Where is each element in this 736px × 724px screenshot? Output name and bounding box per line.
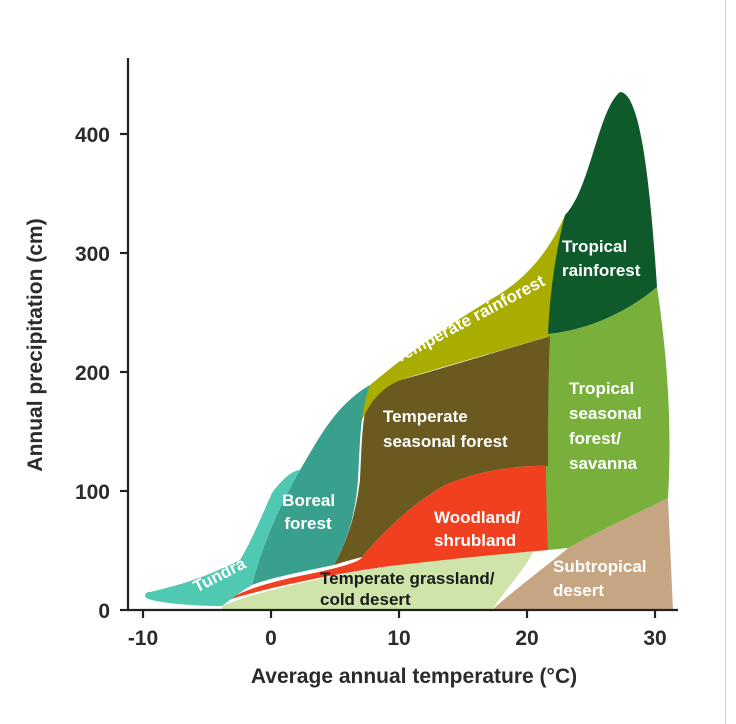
y-tick-label: 300 — [75, 243, 110, 266]
tropical-seasonal-forest-label-line: seasonal — [569, 404, 642, 423]
region-temperate-rainforest — [361, 215, 565, 420]
y-tick-label: 100 — [75, 481, 110, 504]
x-tick-label: 20 — [515, 627, 538, 650]
temperate-seasonal-forest-label-line: seasonal forest — [383, 432, 508, 451]
region-subtropical-desert — [492, 498, 673, 610]
region-boreal-forest — [252, 385, 370, 585]
woodland-shrubland-label-line: Woodland/ — [434, 508, 521, 527]
tropical-rainforest-label: Tropical rainforest — [562, 237, 641, 280]
region-temperate-grassland — [222, 548, 535, 610]
boreal-forest-label: Boreal forest — [282, 491, 340, 533]
temperate-seasonal-forest-label: Temperate seasonal forest — [383, 407, 508, 451]
tropical-seasonal-forest-label-line: forest/ — [569, 429, 621, 448]
woodland-shrubland-label-line: shrubland — [434, 531, 516, 550]
woodland-shrubland-label: Woodland/ shrubland — [434, 508, 525, 550]
subtropical-desert-label-line: Subtropical — [553, 557, 647, 576]
temperate-grassland-label-line: Temperate grassland/ — [320, 569, 495, 588]
tropical-rainforest-label-line: Tropical — [562, 237, 627, 256]
y-tick-label: 200 — [75, 362, 110, 385]
temperate-grassland-label-line: cold desert — [320, 590, 411, 609]
x-tick-label: 0 — [265, 627, 277, 650]
y-tick-label: 400 — [75, 124, 110, 147]
page-border-line — [725, 0, 726, 724]
x-axis-title: Average annual temperature (°C) — [251, 665, 577, 688]
boreal-forest-label-line: forest — [284, 514, 332, 533]
y-tick-label: 0 — [98, 600, 110, 623]
region-tundra — [145, 470, 300, 606]
region-temperate-seasonal-forest — [334, 336, 550, 565]
y-axis-title: Annual precipitation (cm) — [24, 218, 47, 471]
subtropical-desert-label-line: desert — [553, 581, 604, 600]
x-tick-label: 30 — [643, 627, 666, 650]
region-tropical-rainforest — [548, 92, 657, 334]
boreal-forest-label-line: Boreal — [282, 491, 335, 510]
region-woodland-shrubland — [228, 465, 548, 600]
tropical-rainforest-label-line: rainforest — [562, 261, 641, 280]
region-tropical-seasonal-forest — [545, 287, 670, 550]
tropical-seasonal-forest-label: Tropical seasonal forest/ savanna — [569, 379, 647, 473]
temperate-grassland-label: Temperate grassland/ cold desert — [320, 569, 499, 609]
tropical-seasonal-forest-label-line: Tropical — [569, 379, 634, 398]
x-tick-label: 10 — [387, 627, 410, 650]
subtropical-desert-label: Subtropical desert — [553, 557, 651, 600]
tropical-seasonal-forest-label-line: savanna — [569, 454, 638, 473]
x-tick-label: -10 — [128, 627, 158, 650]
temperate-seasonal-forest-label-line: Temperate — [383, 407, 468, 426]
